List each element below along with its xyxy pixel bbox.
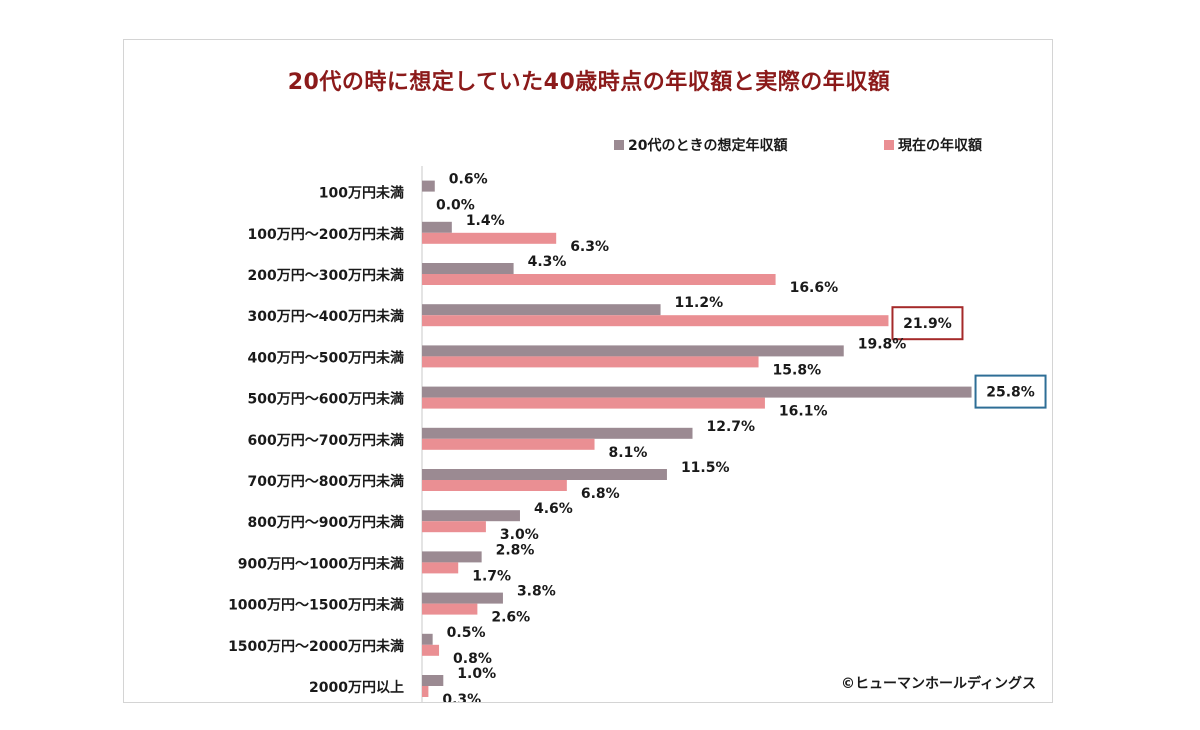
bar-expected	[422, 592, 503, 604]
bar-current	[422, 562, 459, 574]
bar-current	[422, 438, 595, 450]
bar-expected	[422, 345, 844, 357]
data-label-current: 8.1%	[609, 445, 648, 461]
bar-current	[422, 521, 486, 533]
data-label-current: 15.8%	[773, 362, 822, 378]
data-label-expected: 19.8%	[858, 336, 907, 352]
data-label-expected: 11.2%	[675, 295, 724, 311]
bar-expected	[422, 221, 452, 233]
credit-text: ©ヒューマンホールディングス	[841, 675, 1036, 692]
category-label: 1000万円～1500万円未満	[228, 597, 404, 614]
data-label-current: 6.8%	[581, 486, 620, 502]
data-label-expected: 25.8%	[986, 385, 1035, 401]
highlight-box	[974, 374, 1047, 409]
bar-expected	[422, 386, 972, 398]
bar-current	[422, 397, 765, 409]
bar-chart: 20代のときの想定年収額 現在の年収額 100万円未満 0.6% 0.0% 100万円～2…	[228, 137, 1047, 702]
legend-swatch-current	[884, 140, 894, 150]
bar-current	[422, 315, 889, 327]
data-label-expected: 12.7%	[707, 419, 756, 435]
data-label-current: 0.3%	[442, 692, 481, 702]
bar-expected	[422, 263, 514, 274]
category-label: 400万円～500万円未満	[248, 349, 404, 366]
highlight-box	[891, 306, 964, 341]
data-label-expected: 1.0%	[457, 666, 496, 682]
data-label-expected: 3.8%	[517, 584, 556, 600]
category-label: 900万円～1000万円未満	[238, 555, 404, 572]
bar-current	[422, 603, 478, 615]
chart-frame: 20代の時に想定していた40歳時点の年収額と実際の年収額 20代のときの想定年収…	[123, 39, 1053, 703]
bar-current	[422, 480, 567, 491]
bar-current	[422, 356, 759, 368]
bar-expected	[422, 427, 693, 439]
category-label: 700万円～800万円未満	[248, 473, 404, 490]
data-label-current: 1.7%	[472, 568, 511, 584]
data-label-current: 2.6%	[491, 610, 530, 626]
data-label-expected: 0.6%	[449, 172, 488, 188]
data-label-current: 0.8%	[453, 651, 492, 667]
data-label-expected: 11.5%	[681, 460, 730, 476]
legend-label-current: 現在の年収額	[898, 137, 982, 154]
data-label-current: 21.9%	[903, 316, 952, 332]
legend-label-expected: 20代のときの想定年収額	[628, 137, 787, 154]
legend-swatch-expected	[614, 140, 624, 150]
data-label-current: 16.6%	[790, 280, 839, 296]
category-label: 100万円未満	[319, 185, 404, 202]
category-label: 1500万円～2000万円未満	[228, 638, 404, 655]
bar-current	[422, 274, 776, 285]
bar-expected	[422, 675, 444, 686]
data-label-expected: 2.8%	[496, 542, 535, 558]
data-label-expected: 4.3%	[528, 254, 567, 270]
category-label: 500万円～600万円未満	[248, 391, 404, 408]
data-label-current: 6.3%	[570, 239, 609, 255]
bar-expected	[422, 510, 520, 522]
data-label-current: 3.0%	[500, 527, 539, 543]
category-label: 300万円～400万円未満	[248, 308, 404, 325]
data-label-expected: 1.4%	[466, 213, 505, 229]
data-label-current: 0.0%	[436, 198, 475, 214]
bar-expected	[422, 469, 667, 480]
category-label: 600万円～700万円未満	[248, 432, 404, 449]
data-label-expected: 4.6%	[534, 501, 573, 517]
bar-current	[422, 686, 429, 697]
bar-expected	[422, 633, 433, 645]
data-label-expected: 0.5%	[447, 625, 486, 641]
category-label: 200万円～300万円未満	[248, 267, 404, 284]
bar-current	[422, 644, 440, 656]
bar-expected	[422, 551, 482, 563]
category-label: 100万円～200万円未満	[248, 226, 404, 243]
bar-expected	[422, 304, 661, 316]
data-label-current: 16.1%	[779, 404, 828, 420]
category-label: 800万円～900万円未満	[248, 514, 404, 531]
bar-expected	[422, 180, 435, 192]
chart-title: 20代の時に想定していた40歳時点の年収額と実際の年収額	[287, 70, 891, 95]
category-label: 2000万円以上	[309, 680, 404, 696]
bar-current	[422, 232, 557, 244]
